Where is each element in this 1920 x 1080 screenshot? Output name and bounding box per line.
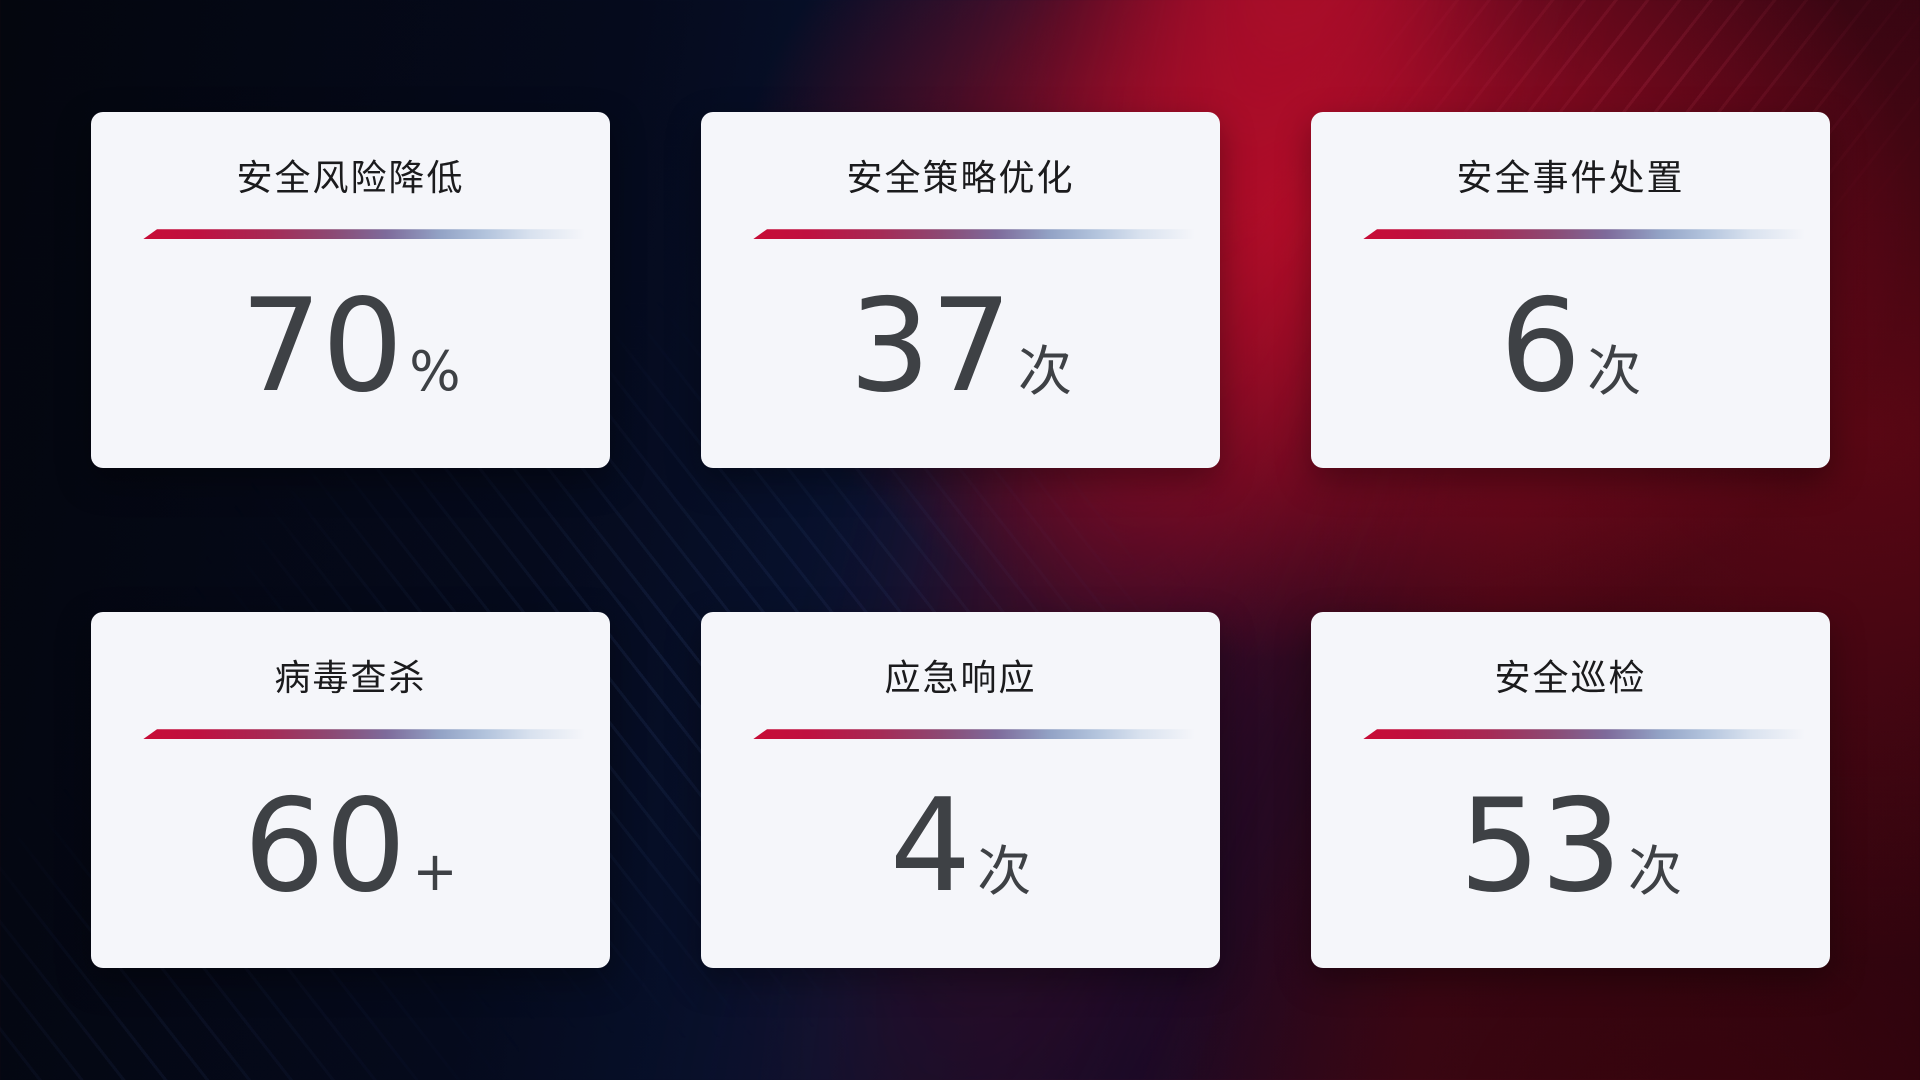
stat-value-row: 6 次 <box>1311 239 1830 468</box>
stat-unit: % <box>409 339 461 403</box>
stat-card-policy-optimization: 安全策略优化 37 次 <box>701 112 1220 468</box>
stat-value: 70 <box>240 271 404 421</box>
stats-grid: 安全风险降低 70 % 安全策略优化 37 次 安全事件处置 6 次 <box>91 112 1830 968</box>
stat-value-row: 60 + <box>91 739 610 968</box>
stat-card-title: 安全巡检 <box>1494 657 1647 698</box>
stat-value: 4 <box>889 771 972 921</box>
stat-value: 6 <box>1499 271 1582 421</box>
stat-unit: 次 <box>977 839 1032 903</box>
stat-value: 37 <box>849 271 1012 421</box>
stat-value-row: 70 % <box>91 239 610 468</box>
stat-card-title: 安全策略优化 <box>846 157 1075 198</box>
stat-value-row: 4 次 <box>701 739 1220 968</box>
stat-unit: + <box>412 839 458 903</box>
stat-value-group: 70 % <box>240 271 461 421</box>
stat-divider <box>753 229 1204 240</box>
stat-value-group: 60 + <box>243 771 458 921</box>
stat-card-title: 病毒查杀 <box>274 657 427 698</box>
stat-value-row: 53 次 <box>1311 739 1830 968</box>
stat-divider <box>143 729 594 740</box>
stat-value-group: 6 次 <box>1499 271 1642 421</box>
stat-card-emergency-response: 应急响应 4 次 <box>701 612 1220 968</box>
stat-card-title: 安全风险降低 <box>236 157 465 198</box>
stat-unit: 次 <box>1587 339 1642 403</box>
stat-value-group: 37 次 <box>849 271 1072 421</box>
stat-value-group: 53 次 <box>1459 771 1682 921</box>
stat-unit: 次 <box>1017 339 1072 403</box>
stat-divider <box>753 729 1204 740</box>
stat-card-virus-scan: 病毒查杀 60 + <box>91 612 610 968</box>
stat-divider <box>1363 729 1814 740</box>
stat-card-security-risk-reduction: 安全风险降低 70 % <box>91 112 610 468</box>
stat-card-title: 安全事件处置 <box>1456 157 1685 198</box>
stat-value-group: 4 次 <box>889 771 1032 921</box>
stat-card-security-inspection: 安全巡检 53 次 <box>1311 612 1830 968</box>
stat-value: 53 <box>1459 771 1622 921</box>
stat-card-incident-handling: 安全事件处置 6 次 <box>1311 112 1830 468</box>
stat-divider <box>143 229 594 240</box>
stat-divider <box>1363 229 1814 240</box>
stat-value-row: 37 次 <box>701 239 1220 468</box>
stat-value: 60 <box>243 771 407 921</box>
stat-card-title: 应急响应 <box>884 657 1037 698</box>
stat-unit: 次 <box>1627 839 1682 903</box>
